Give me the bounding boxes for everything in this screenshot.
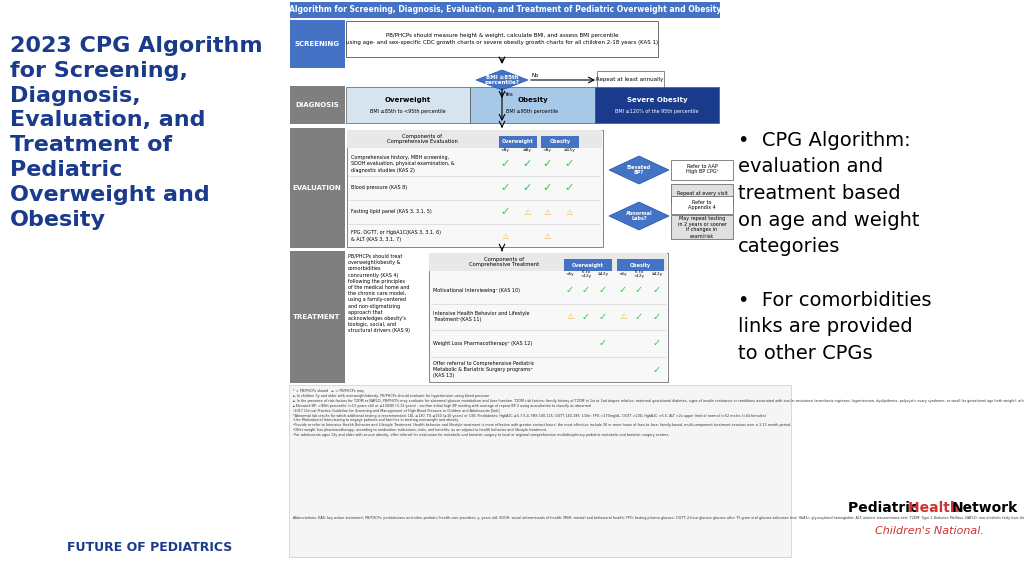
Text: ✓: ✓ <box>635 312 643 322</box>
Text: ⚠: ⚠ <box>544 207 551 217</box>
Text: Algorithm for Screening, Diagnosis, Evaluation, and Treatment of Pediatric Overw: Algorithm for Screening, Diagnosis, Eval… <box>289 6 721 14</box>
Text: ✓: ✓ <box>522 183 531 193</box>
FancyBboxPatch shape <box>346 130 602 247</box>
FancyBboxPatch shape <box>671 184 733 204</box>
FancyBboxPatch shape <box>541 136 579 148</box>
Text: Components of
Comprehensive Treatment: Components of Comprehensive Treatment <box>469 256 539 267</box>
FancyBboxPatch shape <box>346 87 470 123</box>
Text: DIAGNOSIS: DIAGNOSIS <box>295 102 339 108</box>
Text: ✓: ✓ <box>501 159 510 169</box>
Text: Obesity: Obesity <box>550 139 570 145</box>
FancyBboxPatch shape <box>289 385 791 557</box>
Text: * = PB/PHCPs should   ► = PB/PHCPs may
► In children 3y and older with overweigh: * = PB/PHCPs should ► = PB/PHCPs may ► I… <box>293 389 1024 437</box>
Polygon shape <box>476 70 528 90</box>
Text: Health: Health <box>908 501 965 515</box>
Text: 6 to
<12y: 6 to <12y <box>634 270 644 278</box>
Text: ≥12y: ≥12y <box>597 272 608 276</box>
FancyBboxPatch shape <box>346 21 658 57</box>
Text: BMI ≥85th to <95th percentile: BMI ≥85th to <95th percentile <box>371 109 446 115</box>
Text: Repeat at every visit: Repeat at every visit <box>677 191 727 196</box>
Text: ≥12y: ≥12y <box>651 272 663 276</box>
Text: ⚠: ⚠ <box>565 207 572 217</box>
FancyBboxPatch shape <box>428 252 668 381</box>
Text: Yes: Yes <box>504 92 513 97</box>
Text: Offer referral to Comprehensive Pediatric
Metabolic & Bariatric Surgery programs: Offer referral to Comprehensive Pediatri… <box>433 361 535 378</box>
Text: ✓: ✓ <box>522 159 531 169</box>
FancyBboxPatch shape <box>429 253 667 271</box>
Text: ✓: ✓ <box>566 285 574 295</box>
Text: BMI ≥85th
percentile?: BMI ≥85th percentile? <box>484 75 519 85</box>
Text: <8y: <8y <box>501 148 510 152</box>
Text: PB/PHCPs should treat
overweight/obesity &
comorbidities
concurrently (KAS 4)
fo: PB/PHCPs should treat overweight/obesity… <box>348 254 410 334</box>
Text: <8y: <8y <box>543 148 552 152</box>
Text: ✓: ✓ <box>564 159 573 169</box>
Text: Obesity: Obesity <box>630 263 650 267</box>
Text: Motivational Interviewing¹ (KAS 10): Motivational Interviewing¹ (KAS 10) <box>433 288 520 293</box>
Text: ✓: ✓ <box>501 183 510 193</box>
Text: ✓: ✓ <box>653 365 662 375</box>
Text: ✓: ✓ <box>653 312 662 322</box>
FancyBboxPatch shape <box>671 196 733 214</box>
Text: No: No <box>531 73 539 78</box>
FancyBboxPatch shape <box>564 259 612 271</box>
Text: Overweight: Overweight <box>385 97 431 103</box>
Text: Repeat at least annually: Repeat at least annually <box>596 78 664 82</box>
Text: Children's National.: Children's National. <box>874 526 984 536</box>
Text: Overweight: Overweight <box>502 139 534 145</box>
Text: BMI ≥95th percentile: BMI ≥95th percentile <box>507 109 558 115</box>
Text: Components of
Comprehensive Evaluation: Components of Comprehensive Evaluation <box>387 134 458 145</box>
Polygon shape <box>609 156 669 184</box>
Text: Abnormal
Labs?: Abnormal Labs? <box>626 211 652 221</box>
FancyBboxPatch shape <box>290 128 345 248</box>
Text: Obesity: Obesity <box>517 97 548 103</box>
Text: Blood pressure (KAS 8): Blood pressure (KAS 8) <box>351 185 408 191</box>
Text: TREATMENT: TREATMENT <box>293 314 341 320</box>
Text: FPG, OGTT, or HgbA1C(KAS 3, 3.1, 6)
& ALT (KAS 3, 3.1, 7): FPG, OGTT, or HgbA1C(KAS 3, 3.1, 6) & AL… <box>351 230 441 241</box>
Text: BMI ≥120% of the 95th percentile: BMI ≥120% of the 95th percentile <box>615 109 698 115</box>
Text: <6y: <6y <box>618 272 628 276</box>
FancyBboxPatch shape <box>597 71 664 89</box>
FancyBboxPatch shape <box>671 215 733 239</box>
Text: ✓: ✓ <box>599 338 607 348</box>
Text: ⚠: ⚠ <box>566 312 573 321</box>
Text: ✓: ✓ <box>564 183 573 193</box>
Text: Pediatric: Pediatric <box>848 501 923 515</box>
Text: FUTURE OF PEDIATRICS: FUTURE OF PEDIATRICS <box>68 541 232 554</box>
Text: SCREENING: SCREENING <box>295 41 340 47</box>
Text: Fasting lipid panel (KAS 3, 3.1, 5): Fasting lipid panel (KAS 3, 3.1, 5) <box>351 210 432 214</box>
Text: ⚠: ⚠ <box>544 232 551 241</box>
Text: ✓: ✓ <box>582 312 590 322</box>
Text: Elevated
BP?: Elevated BP? <box>627 165 651 176</box>
Text: ⚠: ⚠ <box>523 207 530 217</box>
Text: ✓: ✓ <box>653 338 662 348</box>
FancyBboxPatch shape <box>595 87 719 123</box>
Text: ✓: ✓ <box>543 159 552 169</box>
FancyBboxPatch shape <box>347 130 602 148</box>
Text: Overweight: Overweight <box>572 263 604 267</box>
FancyBboxPatch shape <box>499 136 537 148</box>
Text: Abbreviations: KAS: key action statement; PB/PHCPs: pediatricians and other pedi: Abbreviations: KAS: key action statement… <box>293 516 1024 520</box>
Text: ⚠: ⚠ <box>620 312 627 321</box>
FancyBboxPatch shape <box>290 86 345 124</box>
Text: May repeat testing
in 2 years or sooner
if changes in
exam/risk: May repeat testing in 2 years or sooner … <box>678 216 726 238</box>
Text: Network: Network <box>952 501 1018 515</box>
Text: ✓: ✓ <box>599 285 607 295</box>
Text: ✓: ✓ <box>653 285 662 295</box>
FancyBboxPatch shape <box>671 160 733 180</box>
Text: ✓: ✓ <box>582 285 590 295</box>
FancyBboxPatch shape <box>470 87 595 123</box>
Text: ≥8y: ≥8y <box>522 148 531 152</box>
Text: Severe Obesity: Severe Obesity <box>627 97 687 103</box>
Text: ✓: ✓ <box>599 312 607 322</box>
FancyBboxPatch shape <box>617 259 664 271</box>
Text: EVALUATION: EVALUATION <box>293 185 341 191</box>
Text: ✓: ✓ <box>635 285 643 295</box>
Text: •  For comorbidities
links are provided
to other CPGs: • For comorbidities links are provided t… <box>738 291 932 363</box>
Text: PB/PHCPs should measure height & weight, calculate BMI, and assess BMI percentil: PB/PHCPs should measure height & weight,… <box>346 33 658 45</box>
Text: Refer to
Appendix 4: Refer to Appendix 4 <box>688 200 716 210</box>
Polygon shape <box>609 202 669 230</box>
Text: 2023 CPG Algorithm
for Screening,
Diagnosis,
Evaluation, and
Treatment of
Pediat: 2023 CPG Algorithm for Screening, Diagno… <box>10 36 262 230</box>
Text: <6y: <6y <box>565 272 574 276</box>
Text: Refer to AAP
High BP CPG²: Refer to AAP High BP CPG² <box>686 164 718 175</box>
Text: •  CPG Algorithm:
evaluation and
treatment based
on age and weight
categories: • CPG Algorithm: evaluation and treatmen… <box>738 131 920 256</box>
